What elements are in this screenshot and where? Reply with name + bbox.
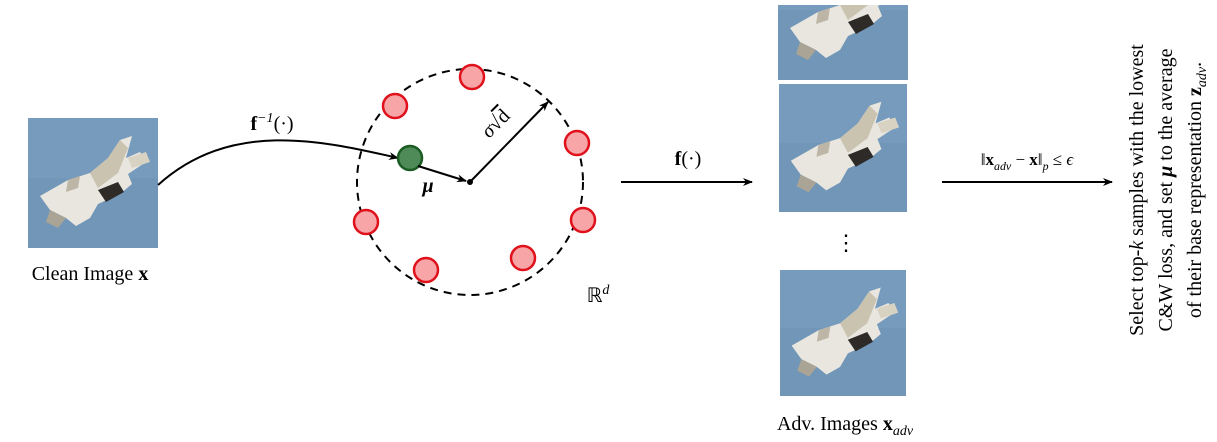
text-part: Adv. Images bbox=[777, 413, 883, 435]
adv-image bbox=[779, 84, 907, 212]
text-part: p bbox=[1042, 159, 1049, 173]
text-part: − bbox=[1011, 150, 1029, 169]
adv-image bbox=[778, 0, 908, 80]
inverse-label: f−1(·) bbox=[250, 111, 293, 135]
selection-line: Select top-k samples with the lowest bbox=[1126, 44, 1148, 336]
mean-label: μ bbox=[421, 175, 433, 197]
adv-label: Adv. Images xadv bbox=[777, 413, 914, 439]
text-part: adv bbox=[994, 159, 1012, 173]
forward-label: f(·) bbox=[675, 148, 702, 170]
text-part: μ bbox=[1155, 166, 1177, 178]
adv-image bbox=[780, 270, 906, 396]
diagram: Clean Image x f−1(·) μ σ√d ℝd f(·) ⋮ Adv… bbox=[0, 0, 1217, 442]
text-part: adv bbox=[893, 424, 914, 439]
text-part: to the average bbox=[1155, 48, 1177, 165]
radius-arrow bbox=[470, 102, 548, 182]
selection-line: of their base representation zadv. bbox=[1184, 62, 1210, 318]
text-part: μ bbox=[421, 175, 433, 197]
sample bbox=[383, 94, 407, 118]
radius-label: σ√d bbox=[477, 105, 514, 142]
space-label: ℝd bbox=[587, 283, 611, 307]
text-part: (·) bbox=[681, 148, 701, 170]
text-part: C&W loss, and set bbox=[1155, 177, 1177, 332]
text-part: adv bbox=[1195, 66, 1210, 87]
text-part: ≤ bbox=[1049, 150, 1067, 169]
text-part: ϵ bbox=[1066, 150, 1074, 169]
sample bbox=[571, 208, 595, 232]
sample bbox=[460, 65, 484, 89]
text-part: (·) bbox=[274, 113, 294, 135]
ellipsis: ⋮ bbox=[835, 230, 857, 255]
text-part: d bbox=[602, 283, 610, 298]
text-part: x bbox=[883, 413, 893, 435]
constraint-label: ‖xadv − x‖p ≤ ϵ bbox=[981, 150, 1075, 173]
sample bbox=[511, 246, 535, 270]
samples bbox=[354, 65, 595, 282]
sample bbox=[565, 131, 589, 155]
clean-image-label: Clean Image x bbox=[32, 263, 149, 285]
inverse-arrow bbox=[158, 140, 398, 185]
sample bbox=[414, 258, 438, 282]
clean-image bbox=[28, 118, 158, 248]
text-part: Select top- bbox=[1126, 250, 1148, 336]
text-part: −1 bbox=[257, 111, 273, 126]
selection-line: C&W loss, and set μ to the average bbox=[1155, 48, 1177, 331]
text-part: ℝ bbox=[587, 285, 603, 307]
text-part: Clean Image bbox=[32, 263, 139, 285]
text-part: samples with the lowest bbox=[1126, 44, 1148, 241]
text-part: of their base representation bbox=[1184, 96, 1206, 318]
sample bbox=[354, 210, 378, 234]
text-part: z bbox=[1184, 87, 1206, 96]
text-part: . bbox=[1184, 62, 1206, 67]
text-part: x bbox=[138, 263, 148, 285]
